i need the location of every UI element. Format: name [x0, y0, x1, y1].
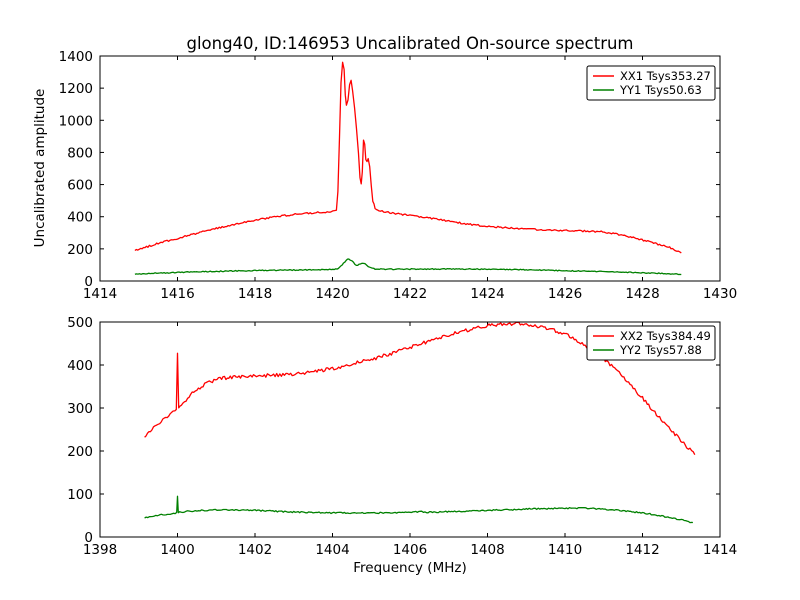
- axes-layer: 1414 1416 1418 1420 1422 1424 1426 1428 1430 0 200…: [59, 49, 738, 558]
- y-tick-label: 200: [67, 242, 93, 258]
- y-tick-label: 800: [67, 145, 93, 161]
- x-tick-label: 1414: [83, 286, 117, 302]
- y-tick-label: 0: [84, 530, 93, 546]
- legend-box: [586, 65, 716, 101]
- x-tick-label: 1404: [315, 542, 349, 558]
- x-tick-label: 1402: [238, 542, 272, 558]
- xx1-curve: [134, 61, 682, 254]
- x-tick-label: 1400: [160, 542, 194, 558]
- x-tick-label: 1418: [238, 286, 272, 302]
- y-tick-label: 200: [67, 444, 93, 460]
- y-tick-label: 1000: [59, 113, 93, 129]
- axes-frame: [99, 55, 721, 282]
- y-tick-label: 400: [67, 358, 93, 374]
- x-tick-label: 1408: [470, 542, 504, 558]
- y-tick-label: 0: [84, 274, 93, 290]
- y-axis-label: Uncalibrated amplitude: [32, 89, 48, 248]
- y-tick-label: 400: [67, 210, 93, 226]
- yy2-curve: [144, 495, 693, 524]
- x-tick-label: 1398: [83, 542, 117, 558]
- x-tick-label: 1410: [548, 542, 582, 558]
- y-tick-label: 500: [67, 315, 93, 331]
- y-tick-label: 300: [67, 401, 93, 417]
- figure-title: glong40, ID:146953 Uncalibrated On-sourc…: [186, 34, 633, 53]
- legend-label: YY2 Tsys57.88: [619, 343, 702, 357]
- x-tick-label: 1424: [470, 286, 504, 302]
- x-tick-label: 1422: [393, 286, 427, 302]
- legend-label: XX1 Tsys353.27: [620, 69, 711, 83]
- x-tick-label: 1428: [625, 286, 659, 302]
- x-tick-label: 1420: [315, 286, 349, 302]
- axes-frame: [99, 321, 721, 538]
- y-tick-label: 1200: [59, 81, 93, 97]
- legend-box: [586, 325, 716, 361]
- x-tick-label: 1412: [625, 542, 659, 558]
- x-tick-label: 1416: [160, 286, 194, 302]
- legend-label: YY1 Tsys50.63: [619, 83, 702, 97]
- x-tick-label: 1414: [703, 542, 737, 558]
- x-tick-label: 1430: [703, 286, 737, 302]
- y-tick-label: 100: [67, 487, 93, 503]
- x-tick-label: 1406: [393, 542, 427, 558]
- x-tick-label: 1426: [548, 286, 582, 302]
- yy1-curve: [134, 258, 682, 276]
- y-tick-label: 1400: [59, 49, 93, 65]
- x-axis-label: Frequency (MHz): [353, 560, 466, 576]
- y-tick-label: 600: [67, 178, 93, 194]
- legend-label: XX2 Tsys384.49: [620, 329, 711, 343]
